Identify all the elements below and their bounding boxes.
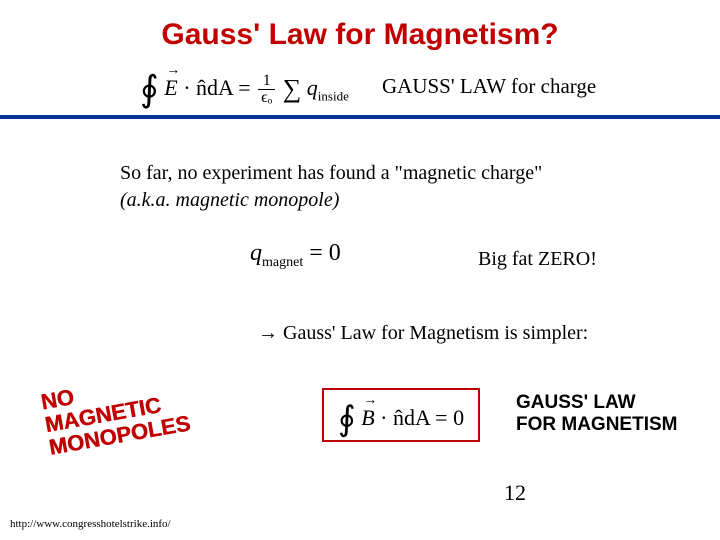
frac-num: 1 [258,73,275,90]
rest-formula: · n̂dA = 0 [375,405,464,430]
horizontal-divider [0,115,720,119]
integral-symbol-2: ∮ [338,401,356,438]
body-line-1: So far, no experiment has found a "magne… [120,160,542,187]
integral-symbol: ∮ [140,69,159,109]
arrow-conclusion-line: → Gauss' Law for Magnetism is simpler: [258,322,588,345]
footer-url: http://www.congresshotelstrike.info/ [10,518,171,530]
gauss-charge-row: ∮ →E · n̂dA = 1ϵₒ ∑ qinside GAUSS' LAW f… [0,62,720,110]
q-magnet-sub: magnet [262,255,303,270]
gauss-mag-label-l2: FOR MAGNETISM [516,414,678,436]
q-letter: q [250,240,262,266]
q-magnet-formula: qmagnet = 0 [250,240,341,271]
q-magnet-eq: = 0 [303,240,341,266]
vector-E: →E [164,75,177,100]
gauss-magnetism-formula-box: ∮ →B · n̂dA = 0 [322,388,480,442]
big-fat-zero-text: Big fat ZERO! [478,248,597,271]
gauss-charge-formula: ∮ →E · n̂dA = 1ϵₒ ∑ qinside [140,62,349,106]
slide-title: Gauss' Law for Magnetism? [0,0,720,52]
gauss-charge-label: GAUSS' LAW for charge [382,74,596,99]
q-inside-sub: inside [318,88,349,103]
no-monopoles-stamp: NO MAGNETIC MONOPOLES [39,366,192,459]
vector-B: →B [361,405,374,430]
gauss-magnetism-label: GAUSS' LAW FOR MAGNETISM [516,392,678,436]
sum-symbol: ∑ [283,74,302,103]
conclusion-text: Gauss' Law for Magnetism is simpler: [278,322,588,344]
arrow-icon: → [258,322,278,344]
body-paragraph: So far, no experiment has found a "magne… [120,160,542,214]
gauss-mag-label-l1: GAUSS' LAW [516,392,678,414]
page-number: 12 [504,480,526,506]
dot-ndA: · n̂dA = [178,75,256,100]
frac-den: ϵₒ [258,90,275,106]
body-line-2: (a.k.a. magnetic monopole) [120,187,542,214]
fraction: 1ϵₒ [258,73,275,106]
q-inside: q [301,75,318,100]
